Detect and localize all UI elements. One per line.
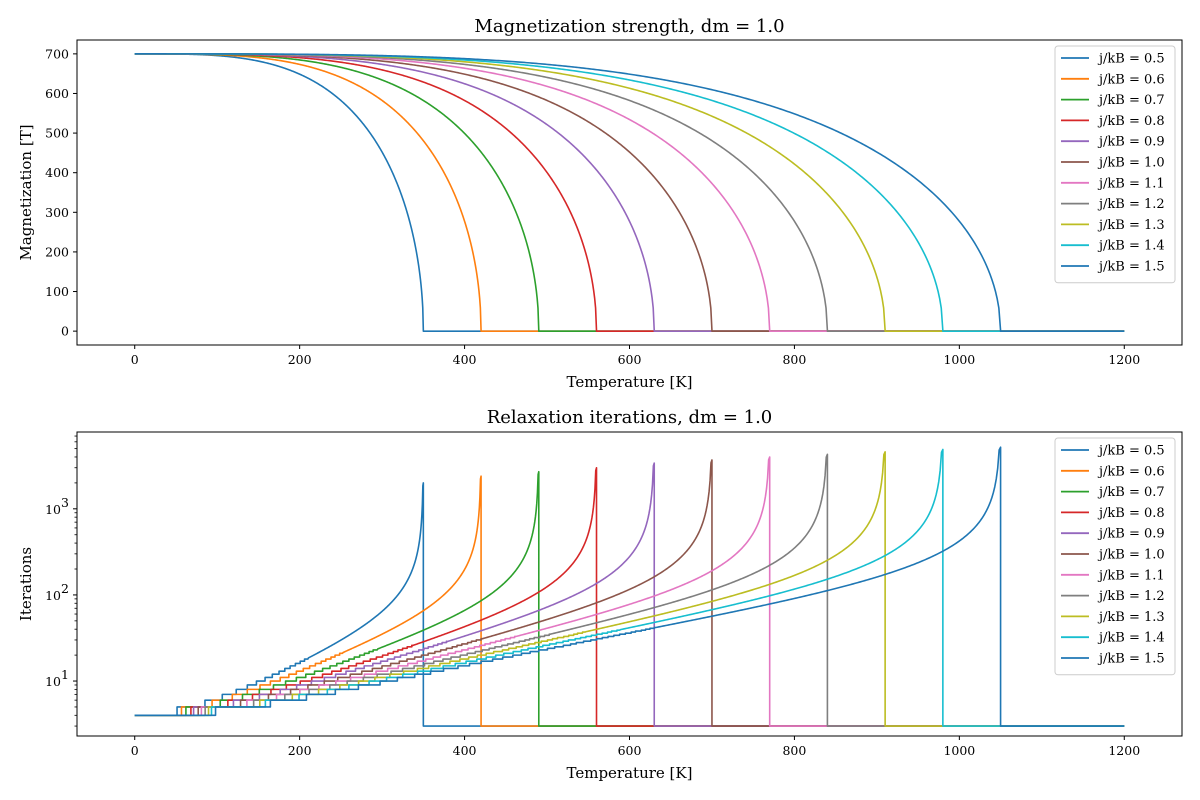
panel-iterations-xlabel: Temperature [K] bbox=[567, 764, 693, 782]
magnetization-series-line-10 bbox=[134, 53, 1125, 332]
panel-iterations: Relaxation iterations, dm = 1.0 Temperat… bbox=[17, 407, 1183, 782]
iterations-xtick-label: 0 bbox=[131, 743, 139, 758]
iterations-ytick-exponent: 1 bbox=[61, 667, 69, 682]
iterations-legend-label-5: j/kB = 1.0 bbox=[1097, 548, 1165, 563]
magnetization-legend-label-0: j/kB = 0.5 bbox=[1097, 52, 1165, 67]
iterations-ytick-exponent: 3 bbox=[61, 495, 69, 510]
iterations-legend-label-7: j/kB = 1.2 bbox=[1097, 589, 1165, 604]
iterations-xtick-label: 600 bbox=[618, 743, 642, 758]
iterations-legend-label-10: j/kB = 1.5 bbox=[1097, 652, 1165, 667]
iterations-series-line-10 bbox=[134, 446, 1125, 727]
iterations-xtick-label: 800 bbox=[782, 743, 806, 758]
panel-iterations-title: Relaxation iterations, dm = 1.0 bbox=[487, 407, 773, 428]
magnetization-legend-label-5: j/kB = 1.0 bbox=[1097, 156, 1165, 171]
iterations-legend-label-4: j/kB = 0.9 bbox=[1097, 527, 1165, 542]
iterations-series-line-7 bbox=[134, 453, 1125, 727]
iterations-xtick-label: 200 bbox=[288, 743, 312, 758]
panel-iterations-ylabel: Iterations bbox=[17, 547, 35, 621]
magnetization-xtick-label: 400 bbox=[453, 352, 477, 367]
magnetization-ytick-label: 700 bbox=[45, 46, 69, 61]
magnetization-xtick-label: 1200 bbox=[1108, 352, 1140, 367]
magnetization-legend-label-7: j/kB = 1.2 bbox=[1097, 197, 1165, 212]
magnetization-ytick-label: 600 bbox=[45, 86, 69, 101]
iterations-legend-label-1: j/kB = 0.6 bbox=[1097, 464, 1165, 479]
magnetization-legend-label-3: j/kB = 0.8 bbox=[1097, 114, 1165, 129]
panel-magnetization-title: Magnetization strength, dm = 1.0 bbox=[474, 16, 784, 37]
iterations-ytick-label: 10 bbox=[45, 674, 61, 689]
panel-magnetization-legend: j/kB = 0.5 j/kB = 0.6 j/kB = 0.7 j/kB = 0.8… bbox=[1054, 45, 1176, 284]
magnetization-legend-label-4: j/kB = 0.9 bbox=[1097, 135, 1165, 150]
magnetization-legend-label-9: j/kB = 1.4 bbox=[1097, 239, 1165, 254]
iterations-xtick-label: 1200 bbox=[1108, 743, 1140, 758]
magnetization-ytick-label: 100 bbox=[45, 284, 69, 299]
magnetization-xtick-label: 200 bbox=[288, 352, 312, 367]
iterations-legend-label-9: j/kB = 1.4 bbox=[1097, 631, 1165, 646]
magnetization-legend-label-1: j/kB = 0.6 bbox=[1097, 72, 1165, 87]
magnetization-legend-label-10: j/kB = 1.5 bbox=[1097, 260, 1165, 275]
magnetization-ytick-label: 200 bbox=[45, 244, 69, 259]
magnetization-legend-label-6: j/kB = 1.1 bbox=[1097, 176, 1165, 191]
panel-iterations-legend: j/kB = 0.5 j/kB = 0.6 j/kB = 0.7 j/kB = 0.8… bbox=[1054, 437, 1176, 676]
panel-magnetization-xlabel: Temperature [K] bbox=[567, 373, 693, 391]
magnetization-xtick-label: 1000 bbox=[943, 352, 975, 367]
panel-magnetization-series bbox=[134, 53, 1125, 332]
iterations-legend-label-6: j/kB = 1.1 bbox=[1097, 568, 1165, 583]
magnetization-xtick-label: 800 bbox=[782, 352, 806, 367]
magnetization-ytick-label: 400 bbox=[45, 165, 69, 180]
iterations-legend-label-3: j/kB = 0.8 bbox=[1097, 506, 1165, 521]
magnetization-legend-label-2: j/kB = 0.7 bbox=[1097, 93, 1165, 108]
iterations-xtick-label: 1000 bbox=[943, 743, 975, 758]
magnetization-legend-label-8: j/kB = 1.3 bbox=[1097, 218, 1165, 233]
magnetization-ytick-label: 0 bbox=[61, 324, 69, 339]
iterations-xtick-label: 400 bbox=[453, 743, 477, 758]
magnetization-xtick-label: 0 bbox=[131, 352, 139, 367]
panel-magnetization-axes: 0 200 400 600 800 1000 1200 0 100 200 300 400 500 600… bbox=[45, 39, 1183, 367]
magnetization-ytick-label: 500 bbox=[45, 126, 69, 141]
magnetization-ytick-label: 300 bbox=[45, 205, 69, 220]
iterations-ytick-exponent: 2 bbox=[61, 581, 69, 596]
panel-magnetization: Magnetization strength, dm = 1.0 Tempera… bbox=[17, 16, 1183, 391]
iterations-legend-label-0: j/kB = 0.5 bbox=[1097, 444, 1165, 459]
panel-magnetization-ylabel: Magnetization [T] bbox=[17, 124, 35, 260]
iterations-legend-label-2: j/kB = 0.7 bbox=[1097, 485, 1165, 500]
iterations-ytick-label: 10 bbox=[45, 588, 61, 603]
panel-iterations-series bbox=[134, 446, 1125, 727]
iterations-ytick-label: 10 bbox=[45, 502, 61, 517]
iterations-legend-label-8: j/kB = 1.3 bbox=[1097, 610, 1165, 625]
magnetization-xtick-label: 600 bbox=[618, 352, 642, 367]
